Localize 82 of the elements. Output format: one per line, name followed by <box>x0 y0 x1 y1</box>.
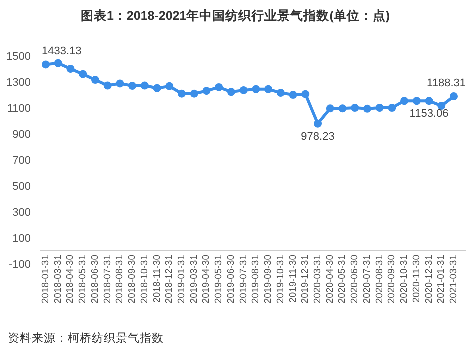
point <box>276 89 285 98</box>
point <box>314 120 322 128</box>
point <box>215 83 224 92</box>
y-tick-label: 500 <box>12 181 31 193</box>
x-tick-label: 2019-07-31 <box>238 255 250 304</box>
point <box>178 90 186 98</box>
x-tick-label: 2018-12-31 <box>164 255 176 304</box>
point <box>338 104 347 113</box>
point <box>252 85 260 94</box>
y-tick-label: 1100 <box>7 103 31 115</box>
x-tick-label: 2019-12-31 <box>300 255 312 304</box>
x-tick-label: 2019-05-31 <box>214 255 225 304</box>
point <box>140 82 149 90</box>
x-tick-label: 2020-09-30 <box>386 255 398 304</box>
x-tick-label: 2019-06-30 <box>226 255 237 304</box>
point <box>227 88 236 96</box>
point <box>240 86 248 94</box>
point <box>351 104 360 112</box>
x-tick-label: 2020-05-31 <box>337 255 348 304</box>
x-tick-label: 2021-01-31 <box>436 255 448 304</box>
x-tick-label: 2019-09-30 <box>263 255 274 304</box>
y-tick-label: 1300 <box>6 77 31 89</box>
point <box>166 82 174 90</box>
y-tick-label: 900 <box>12 129 31 141</box>
x-tick-label: 2018-07-31 <box>102 255 114 304</box>
point <box>116 80 124 88</box>
chart-title: 图表1：2018-2021年中国纺织行业景气指数(单位：点) <box>80 8 390 23</box>
data-label: 978.23 <box>301 130 335 143</box>
data-label: 1153.06 <box>410 108 449 120</box>
point <box>412 97 421 106</box>
point <box>54 59 62 68</box>
point <box>264 85 273 94</box>
y-tick-label: 700 <box>12 155 31 167</box>
x-tick-label: 2019-11-30 <box>288 255 299 303</box>
x-tick-label: 2020-08-31 <box>374 255 386 304</box>
point <box>66 65 75 73</box>
point <box>79 70 88 78</box>
point <box>104 82 112 90</box>
x-tick-label: 2019-01-31 <box>176 255 188 304</box>
x-tick-label: 2018-05-31 <box>78 255 89 304</box>
y-tick-label: -100 <box>8 259 31 271</box>
point <box>326 104 334 113</box>
x-tick-label: 2020-03-31 <box>312 255 324 304</box>
point <box>128 82 137 90</box>
x-tick-label: 2019-04-30 <box>201 255 212 304</box>
x-tick-label: 2020-04-30 <box>324 255 336 304</box>
x-tick-label: 2018-08-31 <box>114 255 126 304</box>
point <box>376 104 384 112</box>
x-tick-label: 2021-03-31 <box>448 255 460 304</box>
point <box>42 60 50 69</box>
x-tick-label: 2019-10-31 <box>275 255 286 304</box>
y-tick-label: 300 <box>12 207 31 219</box>
x-tick-label: 2018-01-31 <box>40 255 52 304</box>
point <box>363 104 372 113</box>
x-tick-label: 2020-06-30 <box>350 255 361 304</box>
x-tick-label: 2020-12-31 <box>424 255 435 304</box>
x-tick-label: 2020-10-31 <box>399 255 410 304</box>
x-tick-label: 2019-03-31 <box>188 255 200 304</box>
point <box>190 90 198 98</box>
x-tick-label: 2018-04-30 <box>65 255 76 304</box>
point <box>302 90 310 98</box>
point <box>400 97 409 106</box>
x-tick-label: 2018-03-31 <box>52 255 64 304</box>
x-tick-label: 2018-11-30 <box>152 255 163 303</box>
x-tick-label: 2020-07-31 <box>362 255 373 304</box>
point <box>425 97 434 106</box>
point <box>388 104 396 112</box>
x-tick-label: 2018-10-31 <box>139 255 150 304</box>
data-label: 1188.31 <box>427 78 466 90</box>
point <box>289 91 298 99</box>
x-tick-label: 2018-09-30 <box>127 255 138 304</box>
x-tick-label: 2020-11-30 <box>411 255 422 303</box>
x-tick-label: 2019-08-31 <box>250 255 262 304</box>
text: 资料来源：柯桥纺织景气指数 <box>8 331 164 345</box>
y-tick-label: 1500 <box>6 51 31 63</box>
data-label: 1433.13 <box>42 46 82 58</box>
y-tick-label: 100 <box>12 233 31 245</box>
point <box>450 92 458 101</box>
point <box>91 76 100 84</box>
point <box>202 87 211 96</box>
point <box>153 84 162 92</box>
x-tick-label: 2018-06-30 <box>90 255 101 304</box>
